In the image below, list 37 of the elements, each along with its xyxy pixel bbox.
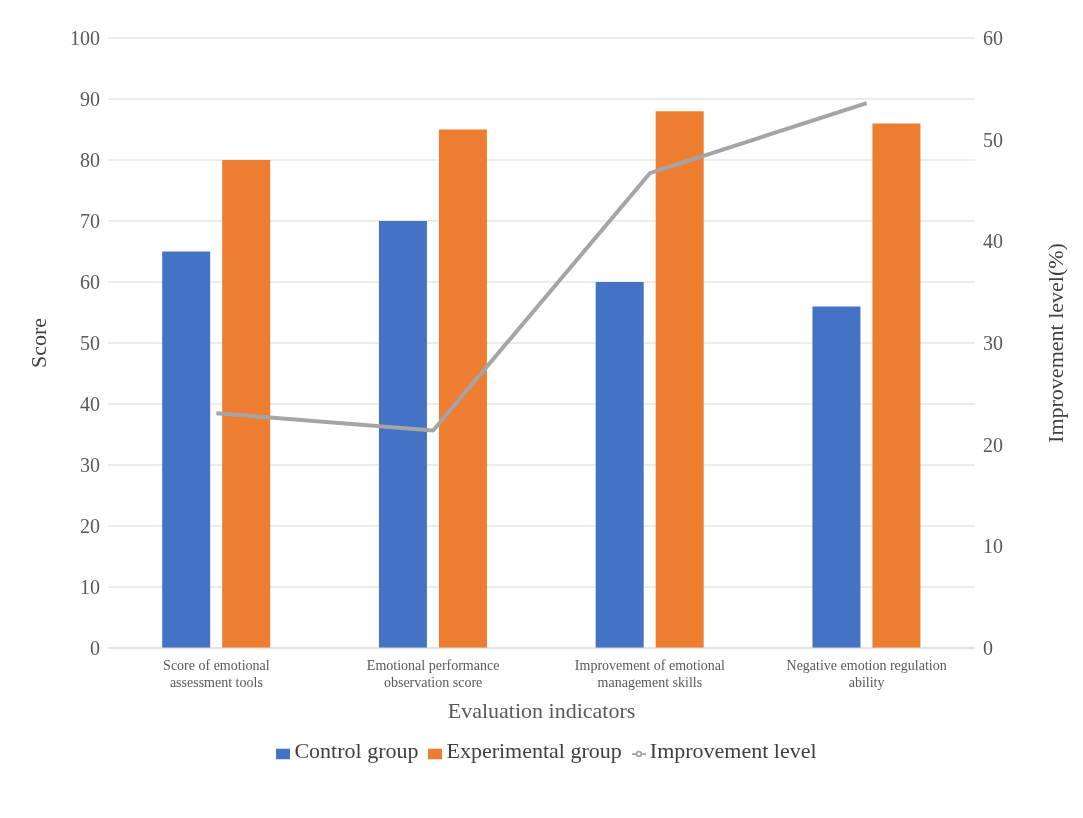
x-tick-label: Negative emotion regulation ability	[786, 658, 947, 690]
y-tick-label: 0	[90, 637, 100, 660]
bar	[595, 282, 644, 648]
y2-tick-label: 20	[983, 433, 1003, 456]
y2-tick-label: 40	[983, 230, 1003, 253]
y-tick-label: 70	[80, 210, 100, 233]
y-tick-label: 100	[70, 27, 100, 50]
y-tick-label: 10	[80, 576, 100, 599]
y-tick-label: 50	[80, 332, 100, 355]
y-tick-label: 60	[80, 271, 100, 294]
y-tick-label: 80	[80, 149, 100, 172]
bar	[812, 306, 861, 648]
legend-label: Experimental group	[446, 738, 622, 763]
y2-tick-label: 60	[983, 27, 1003, 50]
y2-axis-title: Improvement level(%)	[1042, 243, 1068, 443]
x-axis-title: Evaluation indicators	[447, 698, 636, 723]
line-series	[214, 101, 869, 433]
legend-label: Control group	[294, 738, 419, 763]
bar	[438, 129, 487, 648]
bar	[655, 111, 704, 648]
x-tick-label: Score of emotional assessment tools	[163, 658, 270, 690]
x-tick-label: Improvement of emotional management skills	[574, 658, 726, 690]
bar	[222, 160, 271, 648]
y-tick-label: 20	[80, 515, 100, 538]
y-axis-title: Score	[25, 317, 51, 369]
legend-label: Improvement level	[649, 738, 817, 763]
y2-tick-label: 10	[983, 535, 1003, 558]
bar	[378, 221, 427, 648]
y-tick-label: 90	[80, 88, 100, 111]
y2-tick-label: 50	[983, 128, 1003, 151]
y-tick-label: 40	[80, 393, 100, 416]
bar	[872, 123, 921, 648]
y2-tick-label: 0	[983, 637, 993, 660]
y-tick-label: 30	[80, 454, 100, 477]
x-tick-label: Emotional performance observation score	[366, 658, 500, 690]
bar	[162, 251, 211, 648]
y2-tick-label: 30	[983, 332, 1003, 355]
